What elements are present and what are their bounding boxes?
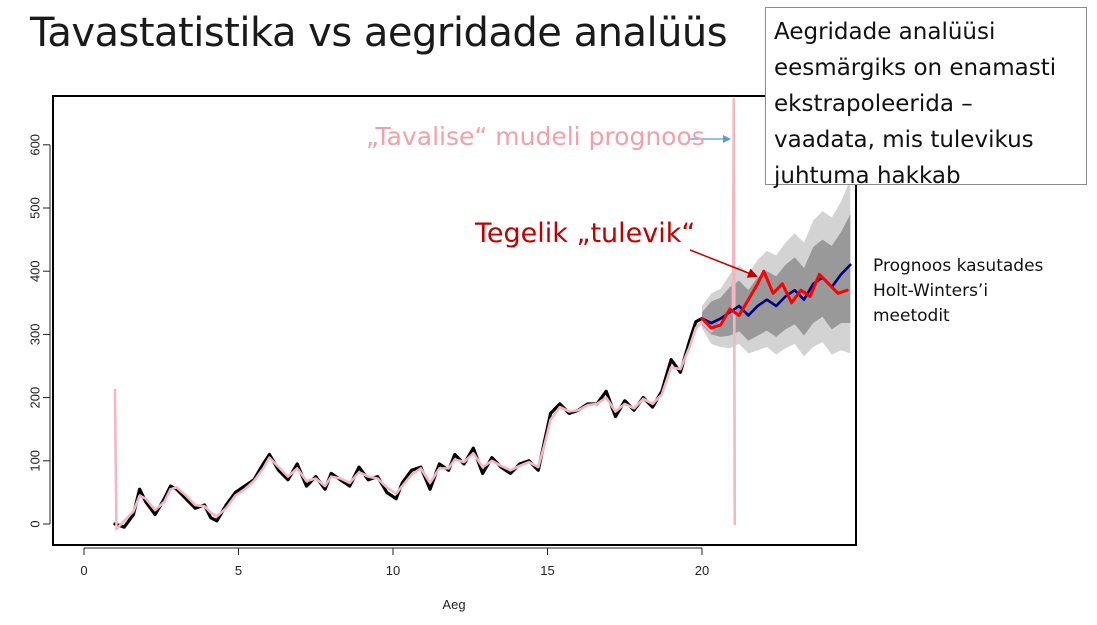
y-tick-label: 100 [27, 450, 42, 472]
y-tick-label: 300 [27, 324, 42, 346]
y-tick-label: 600 [27, 134, 42, 156]
holt-winters-label: Prognoos kasutades Holt-Winters’i meetod… [873, 254, 1043, 329]
callout-line: juhtuma hakkab [774, 163, 961, 189]
x-tick-label: 0 [80, 563, 87, 578]
forecast-band-inner [702, 214, 851, 341]
series-line-observed [113, 317, 704, 529]
hw-label-line: Holt-Winters’i [873, 281, 989, 301]
callout-line: ekstrapoleerida – [774, 91, 973, 117]
hw-label-line: Prognoos kasutades [873, 256, 1044, 276]
y-tick-label: 200 [27, 387, 42, 409]
series-line-actual-future [700, 269, 849, 330]
x-axis-label: Aeg [442, 597, 465, 612]
callout-line: Aegridade analüüsi [774, 19, 996, 45]
y-tick-label: 0 [27, 520, 42, 527]
plot-frame [52, 95, 857, 546]
y-tick-label: 500 [27, 197, 42, 219]
y-tick-label: 400 [27, 260, 42, 282]
slide-title: Tavastatistika vs aegridade analüüs [30, 10, 728, 56]
real-future-arrow [689, 249, 758, 278]
callout-line: eesmärgiks on enamasti [774, 55, 1057, 81]
x-tick-label: 10 [386, 563, 400, 578]
x-tick-label: 5 [235, 563, 242, 578]
series-line-fitted [113, 97, 737, 531]
real-future-label: Tegelik „tulevik“ [475, 218, 696, 249]
callout-box: Aegridade analüüsi eesmärgiks on enamast… [765, 7, 1087, 189]
callout-line: vaadata, mis tulevikus [774, 127, 1034, 153]
x-tick-label: 15 [540, 563, 554, 578]
x-tick-label: 20 [695, 563, 709, 578]
prediction-label: „Tavalise“ mudeli prognoos [366, 122, 705, 151]
hw-label-line: meetodit [873, 306, 950, 326]
